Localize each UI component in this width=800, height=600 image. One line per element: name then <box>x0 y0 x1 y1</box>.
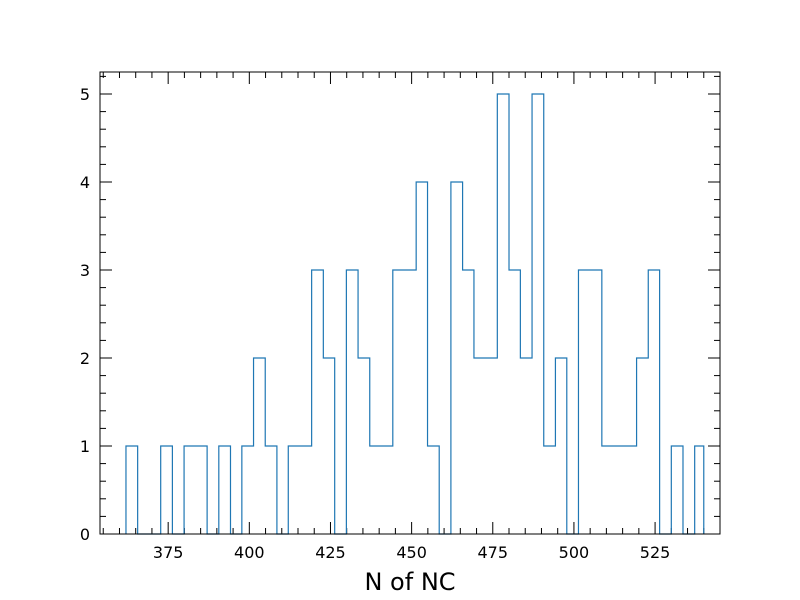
y-tick-label: 5 <box>80 85 90 104</box>
y-tick-label: 1 <box>80 437 90 456</box>
x-tick-label: 375 <box>153 543 184 562</box>
plot-area <box>100 72 720 534</box>
tick-labels: 375 400 425 450 475 500 525 0 1 2 3 4 5 <box>80 85 671 562</box>
histogram-series <box>125 93 705 535</box>
x-tick-label: 425 <box>315 543 346 562</box>
plot-frame <box>99 71 721 535</box>
x-tick-label: 525 <box>640 543 671 562</box>
y-tick-label: 2 <box>80 349 90 368</box>
x-tick-label: 475 <box>478 543 509 562</box>
y-tick-label: 4 <box>80 173 90 192</box>
x-tick-label: 500 <box>559 543 590 562</box>
x-axis-label: N of NC <box>364 568 455 596</box>
x-tick-label: 450 <box>396 543 427 562</box>
x-tick-label: 400 <box>234 543 265 562</box>
y-tick-label: 3 <box>80 261 90 280</box>
y-tick-label: 0 <box>80 525 90 544</box>
